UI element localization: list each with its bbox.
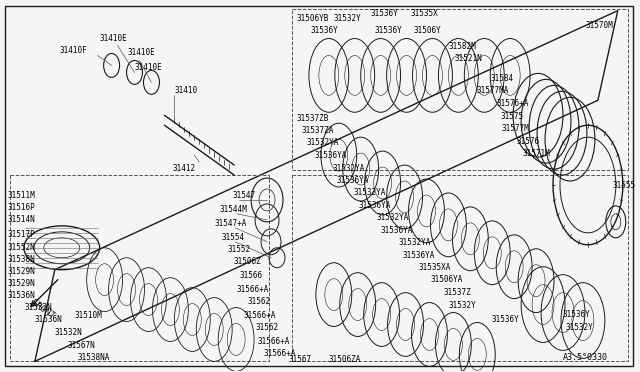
Text: 31532N: 31532N: [25, 303, 52, 312]
Text: 31532Y: 31532Y: [449, 301, 476, 310]
Text: 31536Y: 31536Y: [492, 315, 519, 324]
Text: 31570M: 31570M: [586, 21, 614, 30]
Text: 31566+A: 31566+A: [236, 285, 269, 294]
Text: 31536YA: 31536YA: [403, 251, 435, 260]
Text: 31536YA: 31536YA: [359, 201, 391, 211]
Text: 31536Y: 31536Y: [374, 26, 403, 35]
Text: 31535X: 31535X: [410, 9, 438, 18]
Text: 31511M: 31511M: [8, 192, 36, 201]
Text: 31410E: 31410E: [100, 34, 127, 43]
Text: 31566+A: 31566+A: [263, 349, 296, 358]
Text: 31537Z: 31537Z: [444, 288, 471, 297]
Text: 31552N: 31552N: [8, 243, 36, 252]
Text: 31566+A: 31566+A: [257, 337, 289, 346]
Text: 31555: 31555: [613, 180, 636, 189]
Text: 31552: 31552: [227, 245, 250, 254]
Text: 31529N: 31529N: [8, 279, 36, 288]
Text: 31566+A: 31566+A: [243, 311, 275, 320]
Text: 31547: 31547: [232, 192, 255, 201]
Text: 31576+A: 31576+A: [496, 99, 529, 108]
Text: 31506ZA: 31506ZA: [329, 355, 361, 364]
Text: 31532Y: 31532Y: [334, 14, 362, 23]
Text: 31532YA: 31532YA: [399, 238, 431, 247]
Text: 31544M: 31544M: [220, 205, 247, 214]
Text: 31506Y: 31506Y: [413, 26, 441, 35]
Text: 31536N: 31536N: [8, 291, 36, 300]
Text: 31537ZA: 31537ZA: [302, 126, 334, 135]
Text: 31554: 31554: [221, 233, 244, 242]
Text: 31538NA: 31538NA: [77, 353, 110, 362]
Text: 31536Y: 31536Y: [371, 9, 399, 18]
Text: FRONT: FRONT: [29, 298, 56, 321]
Text: 31410F: 31410F: [60, 46, 88, 55]
Text: 31410E: 31410E: [127, 48, 156, 57]
Text: 31562: 31562: [247, 297, 270, 306]
Text: 31547+A: 31547+A: [214, 219, 246, 228]
Text: 31516P: 31516P: [8, 203, 36, 212]
Text: 31566: 31566: [239, 271, 262, 280]
Text: 31571M: 31571M: [522, 149, 550, 158]
Text: 31584: 31584: [490, 74, 513, 83]
Text: 31410: 31410: [174, 86, 198, 95]
Text: 31575: 31575: [500, 112, 524, 121]
Text: 31577MA: 31577MA: [476, 86, 509, 95]
Text: 31536YA: 31536YA: [337, 176, 369, 185]
Text: 31410E: 31410E: [134, 63, 163, 72]
Text: 31514N: 31514N: [8, 215, 36, 224]
Text: 31537ZB: 31537ZB: [297, 114, 330, 123]
Text: 31567: 31567: [289, 355, 312, 364]
Text: 31532YA: 31532YA: [307, 138, 339, 147]
Text: 31506YB: 31506YB: [297, 14, 330, 23]
Text: 31510M: 31510M: [75, 311, 102, 320]
Text: 31517P: 31517P: [8, 230, 36, 239]
Text: 31576: 31576: [516, 137, 540, 146]
Text: A3.5°0330: A3.5°0330: [563, 353, 608, 362]
Text: 31582M: 31582M: [449, 42, 476, 51]
Text: 31506Z: 31506Z: [233, 257, 261, 266]
Text: 31412: 31412: [172, 164, 195, 173]
Text: 31521N: 31521N: [454, 54, 482, 63]
Text: 31532YA: 31532YA: [333, 164, 365, 173]
Text: 31529N: 31529N: [8, 267, 36, 276]
Text: 31536N: 31536N: [35, 315, 63, 324]
Text: 31536YA: 31536YA: [315, 151, 348, 160]
Text: 31567N: 31567N: [68, 341, 95, 350]
Text: 31535XA: 31535XA: [419, 263, 451, 272]
Text: 31577M: 31577M: [501, 124, 529, 133]
Text: 31532YA: 31532YA: [377, 214, 409, 222]
Text: 31562: 31562: [255, 323, 278, 332]
Text: 31532N: 31532N: [55, 328, 83, 337]
Text: 31532YA: 31532YA: [354, 189, 386, 198]
Text: 31536YA: 31536YA: [381, 226, 413, 235]
Text: 31538N: 31538N: [8, 255, 36, 264]
Text: 31536Y: 31536Y: [311, 26, 339, 35]
Text: 31536Y: 31536Y: [563, 310, 591, 319]
Text: 31532Y: 31532Y: [566, 323, 594, 332]
Text: 31506YA: 31506YA: [431, 275, 463, 284]
